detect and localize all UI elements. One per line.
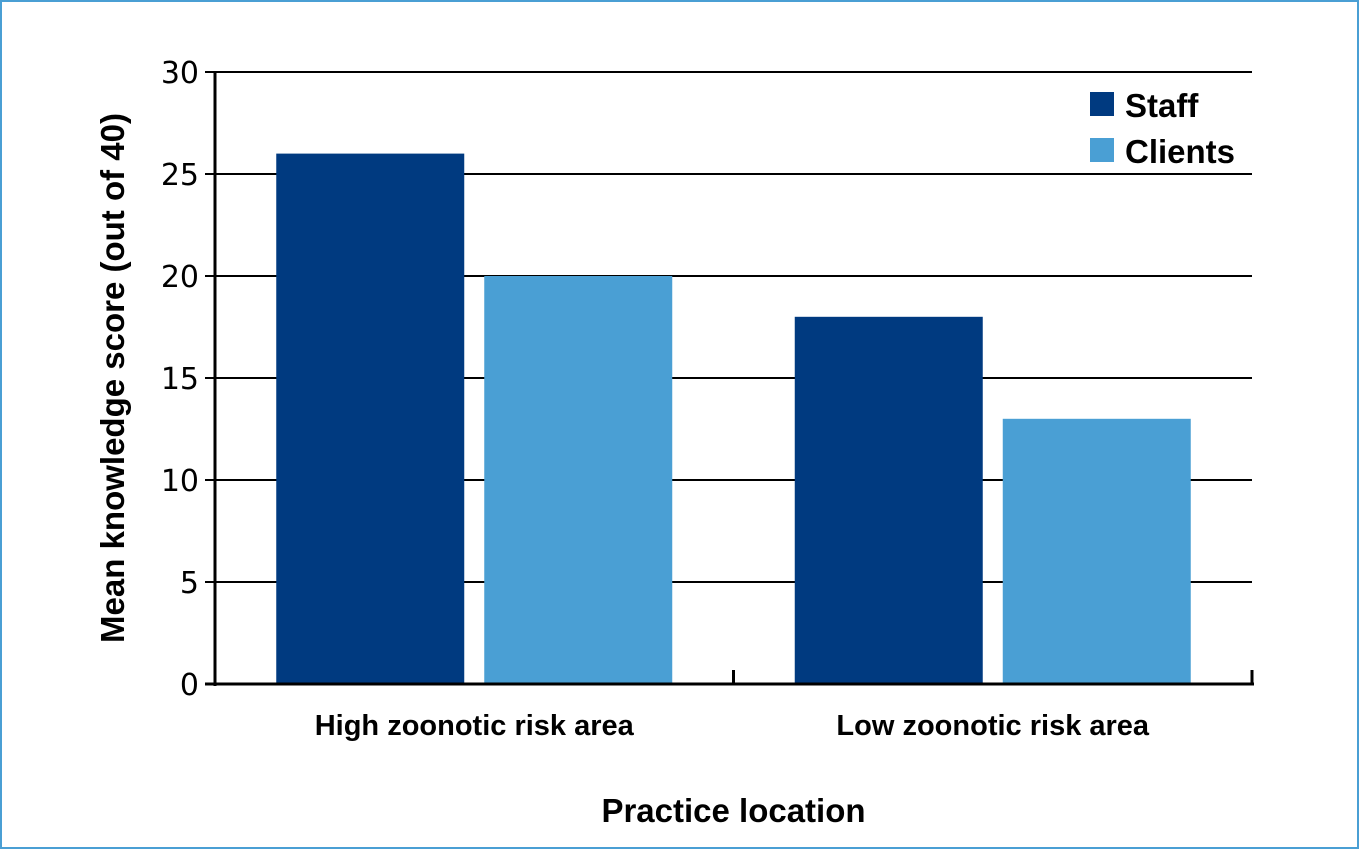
y-tick-label: 15 [161, 362, 199, 397]
y-tick-label: 5 [180, 566, 199, 601]
x-category-label: High zoonotic risk area [315, 710, 635, 742]
y-axis-title: Mean knowledge score (out of 40) [94, 113, 131, 643]
bar-staff-1 [276, 153, 465, 685]
bars [276, 153, 1191, 685]
legend-label-clients: Clients [1125, 133, 1235, 170]
bar-staff-2 [794, 316, 983, 684]
legend-label-staff: Staff [1125, 87, 1199, 124]
y-tick-labels: 0 5 10 15 20 25 30 [161, 56, 199, 703]
y-tick-label: 25 [161, 158, 199, 193]
legend-swatch-staff [1090, 92, 1114, 116]
x-category-labels: High zoonotic risk area Low zoonotic risk… [315, 710, 1150, 742]
bar-clients-2 [1002, 418, 1191, 684]
x-category-label: Low zoonotic risk area [836, 710, 1149, 742]
axes [205, 72, 1254, 686]
y-tick-label: 20 [161, 260, 199, 295]
legend: Staff Clients [1090, 87, 1235, 170]
y-tick-label: 30 [161, 56, 199, 91]
y-tick-label: 0 [180, 668, 199, 703]
y-tick-label: 10 [161, 464, 199, 499]
legend-swatch-clients [1090, 138, 1114, 162]
x-axis-title: Practice location [601, 792, 865, 829]
bar-clients-1 [484, 276, 673, 684]
